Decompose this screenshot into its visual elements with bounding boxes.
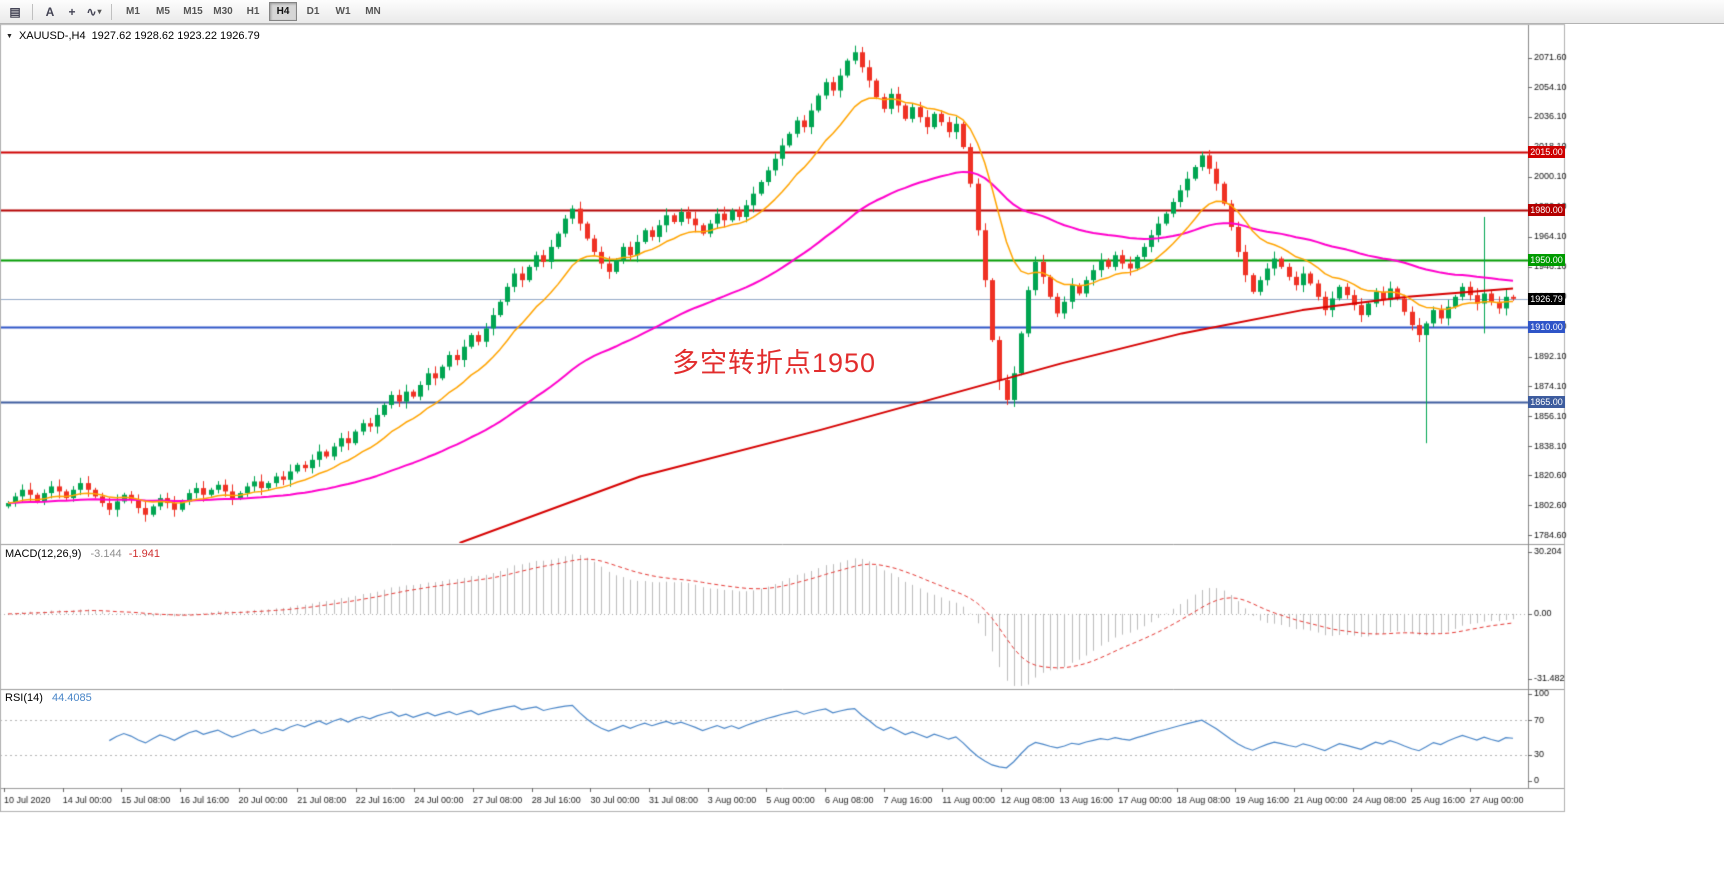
- timeframe-button-mn[interactable]: MN: [365, 6, 381, 17]
- ohlc-values: 1927.62 1928.62 1923.22 1926.79: [91, 30, 260, 42]
- timeframe-button-m5[interactable]: M5: [156, 6, 170, 17]
- timeframe-button-m15[interactable]: M15: [183, 6, 203, 17]
- timeframe-button-h4[interactable]: H4: [269, 2, 297, 21]
- crosshair-tool-icon[interactable]: +: [68, 4, 76, 19]
- current-price-badge: 1926.79: [1528, 292, 1565, 305]
- price-level-badge: 2015.00: [1528, 146, 1565, 159]
- toolbar-separator: [111, 3, 112, 20]
- timeframe-button-h1[interactable]: H1: [246, 6, 260, 17]
- timeframe-group: M1 M5 M15 M30 H1 H4 D1 W1 MN: [118, 2, 388, 21]
- dropdown-caret-icon: ▾: [97, 7, 102, 16]
- macd-label: MACD(12,26,9) -3.144 -1.941: [5, 548, 160, 560]
- rsi-label: RSI(14) 44.4085: [5, 692, 92, 704]
- macd-name: MACD(12,26,9): [5, 548, 82, 560]
- rsi-value: 44.4085: [51, 692, 92, 704]
- macd-signal-value: -1.941: [128, 548, 160, 560]
- macd-main-value: -3.144: [90, 548, 122, 560]
- timeframe-button-m1[interactable]: M1: [126, 6, 140, 17]
- indicator-zigzag-icon: ∿: [86, 4, 97, 19]
- symbol-ohlc-label: ▼ XAUUSD-,H4 1927.62 1928.62 1923.22 192…: [6, 30, 260, 42]
- toolbar: ▤ A + ∿ ▾ M1 M5 M15 M30 H1 H4 D1 W1 MN: [0, 0, 1724, 24]
- timeframe-button-w1[interactable]: W1: [335, 6, 351, 17]
- symbol-name: XAUUSD-,H4: [18, 30, 86, 42]
- indicator-tool-button[interactable]: ∿ ▾: [84, 3, 104, 21]
- price-level-badge: 1980.00: [1528, 204, 1565, 217]
- price-level-badge: 1950.00: [1528, 254, 1565, 267]
- price-level-badge: 1910.00: [1528, 320, 1565, 333]
- annotation-text: 多空转折点1950: [672, 348, 877, 378]
- chart-collapse-icon[interactable]: ▼: [6, 32, 13, 40]
- chart-grid-icon[interactable]: ▤: [9, 4, 21, 19]
- timeframe-button-m30[interactable]: M30: [213, 6, 233, 17]
- timeframe-button-d1[interactable]: D1: [306, 6, 320, 17]
- price-level-badge: 1865.00: [1528, 395, 1565, 408]
- cursor-tool-icon[interactable]: A: [45, 4, 55, 19]
- toolbar-separator: [32, 3, 33, 20]
- rsi-name: RSI(14): [5, 692, 43, 704]
